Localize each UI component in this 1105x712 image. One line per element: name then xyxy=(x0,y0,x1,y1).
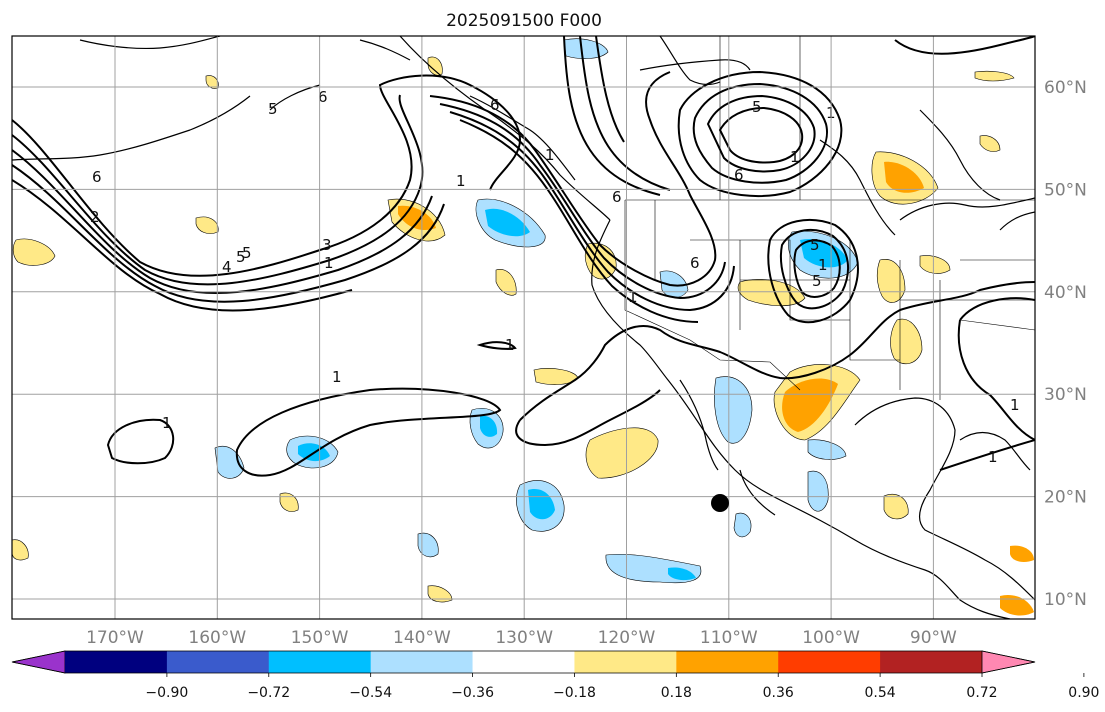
colorbar-tick-labels: −0.90 −0.72 −0.54 −0.36 −0.18 0.18 0.36 0.54 0.7… xyxy=(145,673,1099,701)
colorbar-segment xyxy=(268,651,372,673)
contour-label: 5 xyxy=(810,236,820,254)
map-frame xyxy=(11,35,1036,620)
latitude-tick-label: 60°N xyxy=(1044,78,1087,98)
contour-label: 1 xyxy=(790,148,800,166)
contour-label: 5 xyxy=(268,100,278,118)
longitude-tick-label: 170°W xyxy=(86,628,144,648)
contour-label: 6 xyxy=(612,188,622,206)
colorbar-extend-high xyxy=(981,650,1036,674)
colorbar-segment xyxy=(676,651,779,673)
contour-label: 4 xyxy=(222,258,232,276)
longitude-tick-label: 130°W xyxy=(495,628,553,648)
longitude-tick-label: 160°W xyxy=(188,628,246,648)
colorbar xyxy=(11,650,1036,674)
colorbar-segment xyxy=(65,651,168,673)
latitude-tick-label: 40°N xyxy=(1044,283,1087,303)
contour-label: 1 xyxy=(628,288,638,306)
contour-label: 5 xyxy=(812,272,822,290)
longitude-tick-label: 140°W xyxy=(393,628,451,648)
colorbar-segment xyxy=(574,651,677,673)
contour-label: 5 xyxy=(242,244,252,262)
longitude-tick-label: 110°W xyxy=(700,628,758,648)
colorbar-segment xyxy=(880,651,983,673)
colorbar-tick-label: 0.90 xyxy=(1068,685,1099,701)
latitude-tick-labels: 60°N 50°N 40°N 30°N 20°N 10°N xyxy=(1044,78,1087,610)
contour-label: 1 xyxy=(505,336,515,354)
contour-label: 5 xyxy=(236,248,246,266)
contour-label: 1 xyxy=(545,146,555,164)
colorbar-tick-label: −0.54 xyxy=(349,685,392,701)
map-background xyxy=(12,36,1035,619)
state-borders xyxy=(624,36,1035,400)
colorbar-tick-label: 0.54 xyxy=(865,685,896,701)
latitude-tick-label: 20°N xyxy=(1044,488,1087,508)
colorbar-tick-label: −0.18 xyxy=(553,685,596,701)
contour-label: 6 xyxy=(318,88,328,106)
contour-label: 1 xyxy=(1010,396,1020,414)
colorbar-segment xyxy=(778,651,881,673)
gridlines xyxy=(12,36,1035,619)
longitude-tick-label: 150°W xyxy=(291,628,349,648)
contour-label: 1 xyxy=(332,368,342,386)
colorbar-tick-label: −0.72 xyxy=(247,685,290,701)
contour-label: 2 xyxy=(90,208,100,226)
colorbar-outline xyxy=(11,650,1036,674)
colorbar-segment xyxy=(472,651,575,673)
contour-label: 1 xyxy=(456,172,466,190)
contour-label: 6 xyxy=(734,166,744,184)
colorbar-tick-label: 0.36 xyxy=(763,685,794,701)
map-panel: 6 5 1 6 6 1 5 3 1 4 5 2 6 1 1 1 6 5 1 6 xyxy=(11,35,1036,620)
location-marker xyxy=(711,494,729,512)
contour-label: 1 xyxy=(162,414,172,432)
contour-label: 1 xyxy=(988,448,998,466)
longitude-tick-labels: 170°W 160°W 150°W 140°W 130°W 120°W 110°W 100°W… xyxy=(86,628,957,648)
shaded-anomalies xyxy=(12,38,1034,616)
latitude-tick-label: 50°N xyxy=(1044,180,1087,200)
contour-label: 3 xyxy=(322,236,332,254)
contour-label: 6 xyxy=(690,254,700,272)
longitude-tick-label: 120°W xyxy=(598,628,656,648)
figure-title: 2025091500 F000 xyxy=(446,11,602,31)
colorbar-tick-label: 0.72 xyxy=(966,685,997,701)
longitude-tick-label: 90°W xyxy=(910,628,957,648)
contour-label-group: 6 5 1 6 6 1 5 3 1 4 5 2 6 1 1 1 6 5 1 6 xyxy=(90,88,1020,466)
colorbar-segment xyxy=(166,651,270,673)
contour-label: 6 xyxy=(92,168,102,186)
colorbar-tick-label: −0.90 xyxy=(145,685,188,701)
contour-label: 1 xyxy=(324,254,334,272)
contour-label: 6 xyxy=(490,96,500,114)
colorbar-tick-label: −0.36 xyxy=(451,685,494,701)
colorbar-tick-label: 0.18 xyxy=(661,685,692,701)
colorbar-extend-low xyxy=(11,650,66,674)
latitude-tick-label: 10°N xyxy=(1044,590,1087,610)
contour-label: 5 xyxy=(752,98,762,116)
latitude-tick-label: 30°N xyxy=(1044,385,1087,405)
colorbar-segment xyxy=(370,651,474,673)
longitude-tick-label: 100°W xyxy=(802,628,860,648)
contour-label: 1 xyxy=(818,256,828,274)
